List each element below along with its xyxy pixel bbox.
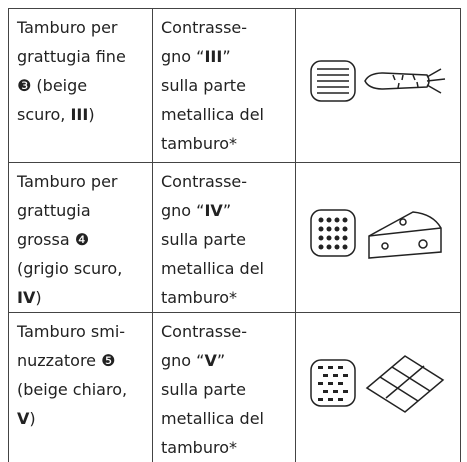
text: gno “ (161, 201, 204, 220)
bold-text: V (204, 351, 216, 370)
text: sulla parte (161, 76, 246, 95)
bold-text: III (70, 105, 88, 124)
text: tamburo* (161, 288, 237, 307)
text: sulla parte (161, 380, 246, 399)
text: nuzzatore (17, 351, 101, 370)
text: metallica del (161, 105, 264, 124)
text: sulla parte (161, 230, 246, 249)
number-badge: ❺ (101, 351, 115, 370)
table-row: Tamburo smi- nuzzatore ❺ (beige chiaro, … (9, 313, 461, 462)
icon-cell (296, 313, 461, 462)
bold-text: IV (17, 288, 35, 307)
marking-cell: Contrasse- gno “III” sulla parte metalli… (153, 9, 296, 163)
text: Tamburo smi- (17, 322, 125, 341)
number-badge: ❹ (75, 230, 89, 249)
text: (beige (31, 76, 87, 95)
text: gno “ (161, 47, 204, 66)
page: Tamburo per grattugia fine ❸ (beige scur… (0, 0, 467, 449)
icon-cell (296, 9, 461, 163)
bold-text: III (204, 47, 222, 66)
text: ” (222, 47, 230, 66)
text: ) (88, 105, 94, 124)
marking-cell: Contrasse- gno “IV” sulla parte metallic… (153, 163, 296, 313)
text: metallica del (161, 409, 264, 428)
text: Contrasse- (161, 172, 247, 191)
text: Tamburo per (17, 172, 118, 191)
text: grattugia fine (17, 47, 126, 66)
text: Tamburo per (17, 18, 118, 37)
text: tamburo* (161, 134, 237, 153)
marking-cell: Contrasse- gno “V” sulla parte metallica… (153, 313, 296, 462)
text: ) (35, 288, 41, 307)
text: (grigio scuro, (17, 259, 122, 278)
fine-grater-carrot-icon (303, 51, 453, 111)
table-row: Tamburo per grattugia grossa ❹ (grigio s… (9, 163, 461, 313)
text: (beige chiaro, (17, 380, 127, 399)
bold-text: IV (204, 201, 222, 220)
bold-text: V (17, 409, 29, 428)
text: grattugia (17, 201, 91, 220)
text: metallica del (161, 259, 264, 278)
table-row: Tamburo per grattugia fine ❸ (beige scur… (9, 9, 461, 163)
text: ” (217, 351, 225, 370)
text: tamburo* (161, 438, 237, 457)
drum-cell: Tamburo smi- nuzzatore ❺ (beige chiaro, … (9, 313, 153, 462)
text: ” (223, 201, 231, 220)
parts-table: Tamburo per grattugia fine ❸ (beige scur… (8, 8, 461, 462)
text: grossa (17, 230, 75, 249)
text: Contrasse- (161, 18, 247, 37)
coarse-grater-cheese-icon (303, 198, 453, 268)
text: ) (29, 409, 35, 428)
drum-cell: Tamburo per grattugia fine ❸ (beige scur… (9, 9, 153, 163)
text: gno “ (161, 351, 204, 370)
drum-cell: Tamburo per grattugia grossa ❹ (grigio s… (9, 163, 153, 313)
text: scuro, (17, 105, 70, 124)
text: Contrasse- (161, 322, 247, 341)
shredder-chocolate-icon (303, 348, 453, 418)
icon-cell (296, 163, 461, 313)
number-badge: ❸ (17, 76, 31, 95)
